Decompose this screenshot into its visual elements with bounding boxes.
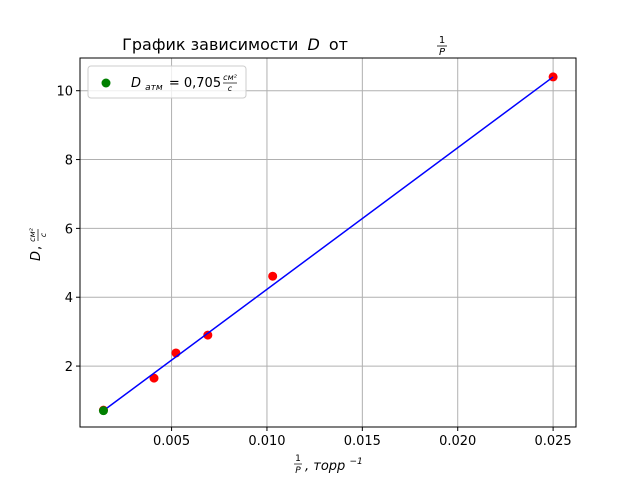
- ylabel-variable: D: [29, 251, 44, 261]
- xlabel-exponent: −1: [349, 457, 362, 467]
- legend-fraction-numerator: см²: [223, 73, 237, 82]
- svg-text:График зависимости D: График зависимости D от: [122, 35, 348, 54]
- data-point: [203, 330, 213, 340]
- legend-marker: [101, 78, 111, 88]
- axes-frame: [79, 57, 577, 428]
- data-layer: [98, 72, 558, 416]
- legend-value: = 0,705: [169, 76, 221, 91]
- chart-title: График зависимости D от 1 P: [122, 35, 447, 58]
- y-tick-label: 10: [56, 85, 73, 100]
- title-fraction-denominator: P: [439, 47, 446, 58]
- x-tick-label: 0.005: [153, 434, 190, 449]
- x-tick-label: 0.010: [248, 434, 285, 449]
- svg-text:, торр −1: , торр −1: [305, 457, 363, 474]
- xlabel-unit: торр: [313, 459, 345, 474]
- y-tick-label: 2: [65, 360, 73, 375]
- grid-lines: [80, 58, 576, 427]
- y-tick-label: 6: [65, 222, 73, 237]
- svg-text:D атм = 0,705: D атм = 0,705: [131, 76, 221, 94]
- y-axis-label: D , см² с: [28, 227, 48, 261]
- title-fraction-numerator: 1: [439, 35, 445, 46]
- ylabel-fraction-numerator: см²: [28, 227, 37, 241]
- legend-box: [87, 65, 247, 99]
- title-prefix: График зависимости: [122, 35, 298, 54]
- y-tick-label: 4: [65, 291, 73, 306]
- xlabel-fraction-numerator: 1: [295, 454, 301, 464]
- x-tick-label: 0.025: [534, 434, 571, 449]
- title-variable: D: [307, 35, 319, 54]
- data-point: [268, 271, 278, 281]
- xlabel-separator: ,: [305, 459, 313, 474]
- title-middle: от: [329, 35, 348, 54]
- xlabel-fraction-denominator: P: [295, 466, 301, 476]
- legend-subscript: атм: [145, 83, 163, 93]
- fit-line: [103, 76, 554, 412]
- ylabel-separator: ,: [29, 246, 44, 250]
- legend-variable: D: [131, 76, 141, 91]
- data-point: [149, 373, 159, 383]
- ylabel-fraction-denominator: с: [39, 232, 48, 237]
- x-tick-label: 0.015: [344, 434, 381, 449]
- legend-fraction-denominator: с: [228, 84, 233, 93]
- x-axis-label: 1 P , торр −1: [294, 454, 363, 476]
- legend: D атм = 0,705 см² с: [87, 65, 247, 99]
- axis-ticks: 0.005 0.010 0.015 0.020 0.025 2 4 6 8 10: [56, 85, 571, 449]
- x-tick-label: 0.020: [439, 434, 476, 449]
- y-tick-label: 8: [65, 154, 73, 169]
- atmospheric-point: [98, 406, 108, 416]
